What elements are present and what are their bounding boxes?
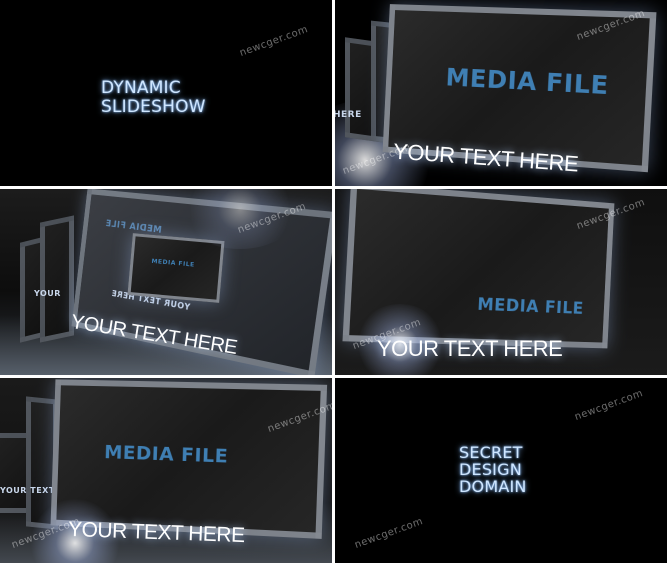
watermark: newcger.com [238, 24, 309, 59]
media-label: MEDIA FILE [445, 63, 609, 101]
ghost-label: HERE [335, 110, 362, 120]
media-label: MEDIA FILE [151, 258, 195, 269]
ghost-card [40, 215, 74, 342]
outro-title: SECRET DESIGN DOMAIN [459, 444, 527, 495]
intro-title-line1: DYNAMIC [101, 79, 206, 98]
outro-title-line3: DOMAIN [459, 478, 527, 495]
watermark: newcger.com [353, 516, 424, 551]
ghost-label: YOUR [34, 289, 61, 298]
watermark: newcger.com [573, 388, 644, 423]
intro-title-line2: SLIDESHOW [101, 98, 206, 117]
intro-panel: DYNAMIC SLIDESHOW newcger.com [0, 0, 332, 186]
outro-title-line1: SECRET [459, 444, 527, 461]
media-label: MEDIA FILE [477, 295, 584, 319]
slide-b-panel: MEDIA FILE YOUR TEXT HERE MEDIA FILE YOU… [0, 189, 332, 375]
caption-text: YOUR TEXT HERE [377, 336, 562, 362]
slide-a-panel: HERE MEDIA FILE YOUR TEXT HERE newcger.c… [335, 0, 667, 186]
slide-d-panel: YOUR TEXT MEDIA FILE YOUR TEXT HERE newc… [0, 378, 332, 563]
intro-title: DYNAMIC SLIDESHOW [101, 79, 206, 117]
media-label: MEDIA FILE [104, 441, 229, 467]
outro-title-line2: DESIGN [459, 461, 527, 478]
outro-panel: SECRET DESIGN DOMAIN newcger.com newcger… [335, 378, 667, 563]
slide-c-panel: MEDIA FILE YOUR TEXT HERE newcger.com ne… [335, 189, 667, 375]
ghost-label: YOUR TEXT [0, 486, 55, 495]
